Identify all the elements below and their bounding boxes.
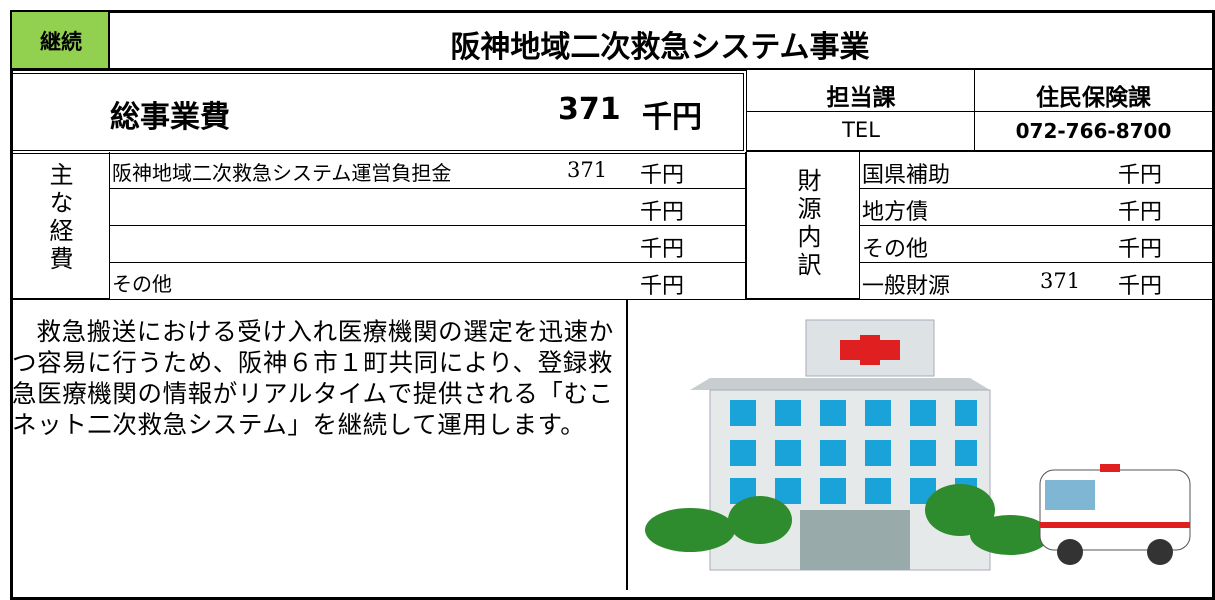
row-cell [110,189,745,226]
ambulance [1039,464,1191,565]
total-unit: 千円 [642,100,702,135]
item-name: 国県補助 [862,163,951,188]
item-unit: 千円 [640,200,685,225]
item-unit: 千円 [640,163,685,188]
item-unit: 千円 [1118,200,1163,225]
department-label: 担当課 [826,85,896,111]
item-amount: 371 [567,158,608,182]
cell [747,112,975,152]
tel: 072-766-8700 [1015,119,1172,143]
item-unit: 千円 [1118,163,1163,188]
expenses-label-cell [12,152,110,300]
item-unit: 千円 [1118,237,1163,262]
total-amount: 371 [558,92,621,127]
item-unit: 千円 [1118,274,1163,299]
total-label: 総事業費 [110,100,230,135]
row-cell [860,263,1212,300]
row-cell [860,226,1212,263]
department: 住民保険課 [1036,85,1151,111]
roof [690,378,990,390]
item-name: 阪神地域二次救急システム運営負担金 [112,161,452,185]
row-cell [110,152,745,189]
cell [975,70,1212,112]
row-cell [860,189,1212,226]
cross [840,340,900,360]
hospital-illustration [645,319,1191,571]
status-cell [12,12,110,70]
item-unit: 千円 [640,274,685,299]
description-cell [12,300,628,590]
item-name: 一般財源 [862,274,951,299]
title-cell [110,12,1212,70]
row-cell [860,152,1212,189]
funding-label-cell [745,152,860,300]
item-name: その他 [862,237,929,262]
total-box [12,70,747,154]
row-cell [110,226,745,263]
entrance [800,510,910,570]
item-name: 地方債 [862,200,929,225]
description: 救急搬送における受け入れ医療機関の選定を迅速かつ容易に行うため、阪神６市１町共同… [12,317,614,439]
item-amount: 371 [1040,269,1081,293]
title: 阪神地域二次救急システム事業 [450,30,870,65]
status: 継続 [40,30,82,54]
row-cell [110,263,745,300]
trees [645,484,1050,555]
funding-label: 財源内訳 [793,168,821,280]
cell [747,70,975,112]
tel-label: TEL [842,118,880,142]
item-name: その他 [112,272,172,296]
expenses-label: 主な経費 [45,162,73,274]
item-unit: 千円 [640,237,685,262]
cell [975,112,1212,152]
